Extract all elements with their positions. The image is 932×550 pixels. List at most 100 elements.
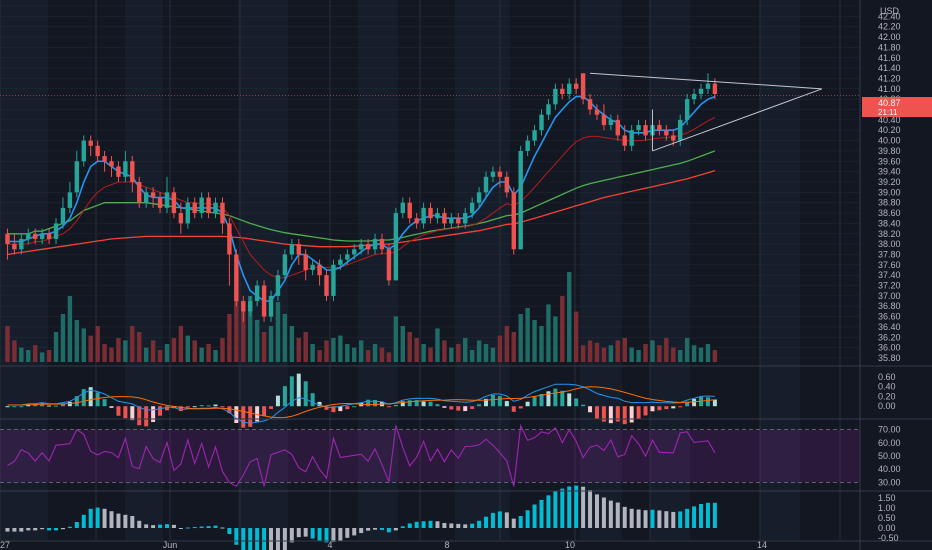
macd-histogram-bar <box>463 406 468 412</box>
candle <box>324 270 329 302</box>
macd-histogram-bar <box>206 405 211 407</box>
candle-body <box>386 249 392 281</box>
candle <box>379 233 385 255</box>
last-price-value: 40.87 <box>878 98 901 108</box>
candle-body <box>67 192 73 208</box>
momentum-bar <box>546 495 551 528</box>
momentum-bar <box>158 524 163 528</box>
price-axis[interactable]: 42.4042.2042.0041.8041.6041.4041.2041.00… <box>878 11 901 543</box>
candle <box>622 125 627 151</box>
volume-bar <box>365 350 371 362</box>
macd-histogram-bar <box>12 406 17 408</box>
macd-histogram-bar <box>255 406 260 422</box>
candle <box>497 166 503 188</box>
volume-bar <box>442 340 447 362</box>
momentum-bar <box>511 518 516 528</box>
momentum-bar <box>442 522 447 528</box>
candle-body <box>213 202 218 214</box>
volume-bar <box>698 347 704 362</box>
momentum-bar <box>40 528 45 530</box>
candle <box>185 197 190 229</box>
axis-tick-label: 42.40 <box>878 11 901 21</box>
momentum-bar <box>234 528 239 545</box>
volume-bar <box>671 347 676 362</box>
momentum-bar <box>206 526 211 528</box>
candle <box>241 295 246 322</box>
macd-histogram-bar <box>310 393 315 407</box>
candle <box>220 197 225 234</box>
volume-bar <box>372 344 378 362</box>
candle <box>74 150 80 198</box>
macd-histogram-bar <box>664 406 669 410</box>
candle <box>331 259 336 302</box>
momentum-bar <box>5 528 10 532</box>
macd-histogram-bar <box>67 401 72 407</box>
macd-pane[interactable] <box>5 373 717 428</box>
axis-tick-label: 40.20 <box>878 125 901 135</box>
axis-tick-label: 1.00 <box>878 503 896 513</box>
volume-bar <box>449 347 454 362</box>
momentum-bar <box>74 522 79 528</box>
candle-body <box>282 254 288 276</box>
candle <box>449 213 454 229</box>
session-band <box>455 0 510 540</box>
candle <box>12 233 17 255</box>
volume-bar <box>137 332 142 362</box>
macd-histogram-bar <box>546 391 551 407</box>
volume-bar <box>199 347 204 362</box>
volume-bar <box>254 320 260 362</box>
momentum-bar <box>386 528 391 533</box>
candle <box>428 202 433 224</box>
momentum-bar <box>567 486 572 528</box>
volume-bar <box>629 347 634 362</box>
volume-bar <box>504 326 510 362</box>
volume-bar <box>553 316 558 362</box>
macd-histogram-bar <box>81 389 86 407</box>
candle-body <box>254 285 260 302</box>
candlesticks[interactable] <box>5 73 718 322</box>
momentum-bar <box>109 511 114 528</box>
axis-tick-label: 42.20 <box>878 22 901 32</box>
macd-histogram-bar <box>657 406 662 411</box>
candle-body <box>46 233 52 239</box>
momentum-bar <box>594 494 599 528</box>
volume-bar <box>386 352 392 362</box>
rsi-pane[interactable] <box>0 423 860 488</box>
axis-tick-label: 36.00 <box>878 343 901 353</box>
candle-body <box>33 233 38 239</box>
axis-tick-label: 0.00 <box>878 401 896 411</box>
axis-tick-label: 37.20 <box>878 281 901 291</box>
candle <box>546 99 551 120</box>
macd-histogram-bar <box>712 399 717 407</box>
candle-body <box>684 99 690 120</box>
macd-histogram-bar <box>393 404 398 407</box>
momentum-bar <box>303 528 308 537</box>
volume-bar <box>53 332 59 362</box>
candle <box>352 244 357 260</box>
time-axis-label: 14 <box>757 540 767 550</box>
candle <box>476 187 482 208</box>
candle <box>684 94 690 126</box>
volume-bar <box>650 340 655 362</box>
momentum-bar <box>88 508 93 528</box>
momentum-bar <box>560 488 565 528</box>
candle-body <box>678 119 683 141</box>
momentum-bar <box>199 526 204 528</box>
time-axis[interactable]: 27 Jun 4 8 10 14 <box>0 540 767 550</box>
macd-histogram-bar <box>615 406 620 422</box>
volume-bar <box>636 350 641 362</box>
momentum-bar <box>636 509 641 528</box>
candle <box>365 238 371 255</box>
candle-body <box>116 166 121 177</box>
macd-histogram-bar <box>130 406 135 421</box>
momentum-pane[interactable] <box>5 485 717 550</box>
candle-body <box>289 244 295 255</box>
momentum-bar <box>296 528 301 538</box>
candle-body <box>657 125 662 131</box>
volume-bar <box>483 344 489 362</box>
candle-body <box>310 264 315 270</box>
candle-body <box>435 213 440 219</box>
triangle-pattern-drawing[interactable] <box>0 72 860 152</box>
